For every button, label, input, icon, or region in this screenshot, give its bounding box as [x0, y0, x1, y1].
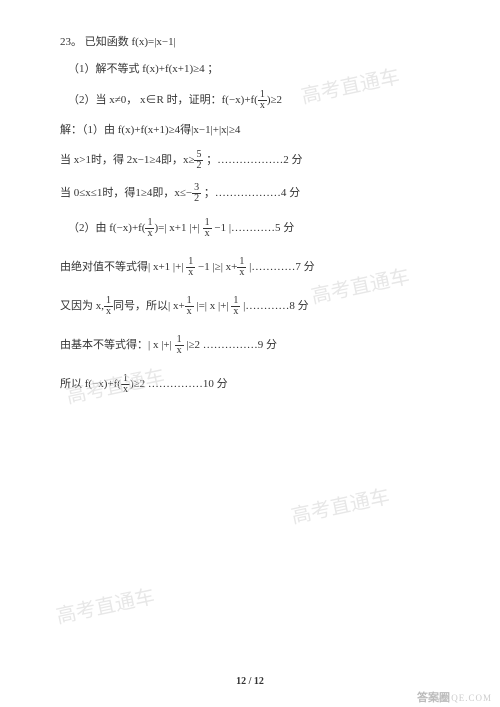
fraction: 1x	[186, 257, 195, 278]
fraction: 1x	[203, 218, 212, 239]
fraction: 1x	[258, 90, 267, 111]
page-number: 12 / 12	[0, 676, 500, 687]
solution-line-4: （2）由 f(−x)+f(1x)=| x+1 |+| 1x −1 |…………5 …	[60, 218, 445, 239]
solution-line-2: 当 x>1时，得 2x−1≥4即，x≥52 ；………………2 分	[60, 150, 445, 171]
fraction: 1x	[121, 374, 130, 395]
fraction: 1x	[185, 296, 194, 317]
problem-stem: 23。 已知函数 f(x)=|x−1|	[60, 35, 445, 50]
solution-line-3: 当 0≤x≤1时，得1≥4即，x≤−32 ；………………4 分	[60, 183, 445, 204]
solution-line-1: 解：（1）由 f(x)+f(x+1)≥4得|x−1|+|x|≥4	[60, 123, 445, 138]
part1: （1）解不等式 f(x)+f(x+1)≥4 ；	[60, 62, 445, 77]
page-container: 23。 已知函数 f(x)=|x−1| （1）解不等式 f(x)+f(x+1)≥…	[0, 0, 500, 707]
site-mark: MXQE.COM	[435, 693, 492, 703]
problem-text: 已知函数 f(x)=|x−1|	[85, 36, 176, 48]
problem-number: 23。	[60, 36, 82, 48]
solution-line-8: 所以 f(−x)+f(1x)≥2 ……………10 分	[60, 374, 445, 395]
fraction: 1x	[104, 296, 113, 317]
solution-line-5: 由绝对值不等式得| x+1 |+| 1x −1 |≥| x+1x |…………7 …	[60, 257, 445, 278]
solution-line-6: 又因为 x,1x同号，所以| x+1x |=| x |+| 1x |…………8 …	[60, 296, 445, 317]
fraction: 32	[192, 183, 201, 204]
fraction: 1x	[175, 335, 184, 356]
part2: （2）当 x≠0， x∈R 时，证明：f(−x)+f(1x)≥2	[60, 90, 445, 111]
solution-line-7: 由基本不等式得：| x |+| 1x |≥2 ……………9 分	[60, 335, 445, 356]
